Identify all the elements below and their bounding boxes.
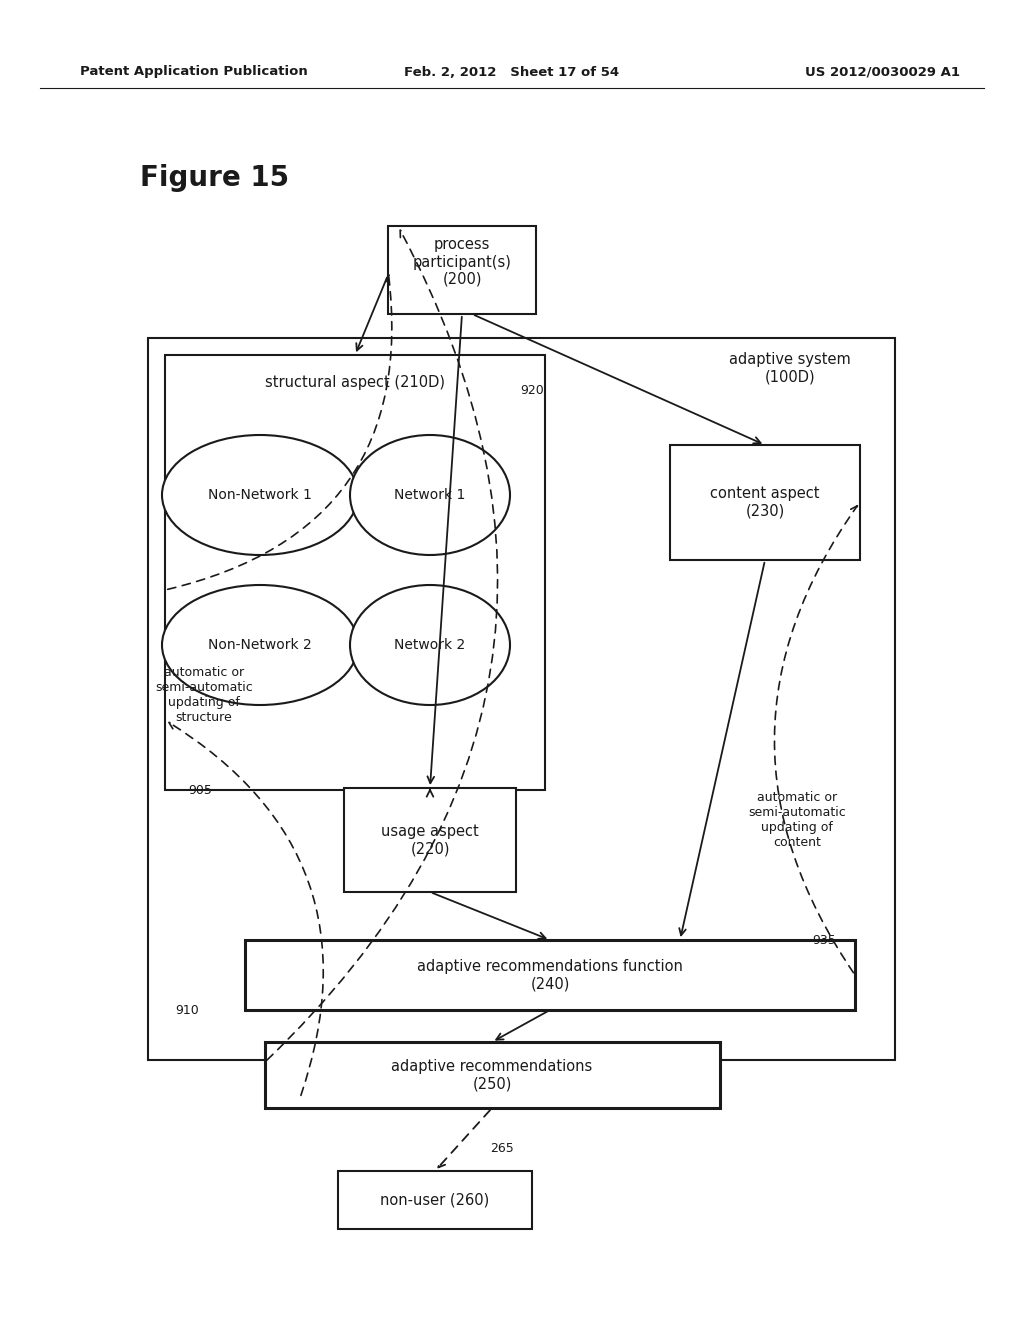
Ellipse shape <box>162 585 358 705</box>
Text: 265: 265 <box>490 1142 514 1155</box>
Text: Non-Network 2: Non-Network 2 <box>208 638 312 652</box>
Bar <box>165 355 545 789</box>
Text: Feb. 2, 2012   Sheet 17 of 54: Feb. 2, 2012 Sheet 17 of 54 <box>404 66 620 78</box>
Text: Figure 15: Figure 15 <box>140 164 289 191</box>
Bar <box>265 1041 720 1107</box>
Text: 905: 905 <box>188 784 212 796</box>
Bar <box>670 445 860 560</box>
Bar <box>344 788 516 892</box>
Bar <box>245 940 855 1010</box>
Text: Patent Application Publication: Patent Application Publication <box>80 66 308 78</box>
Text: 935: 935 <box>812 933 836 946</box>
Text: content aspect
(230): content aspect (230) <box>711 486 820 519</box>
Text: Non-Network 1: Non-Network 1 <box>208 488 312 502</box>
Bar <box>388 226 536 314</box>
Ellipse shape <box>162 436 358 554</box>
Text: structural aspect (210D): structural aspect (210D) <box>265 375 445 389</box>
Text: automatic or
semi-automatic
updating of
content: automatic or semi-automatic updating of … <box>748 791 846 849</box>
Text: non-user (260): non-user (260) <box>380 1192 489 1208</box>
Bar <box>148 338 895 1060</box>
Ellipse shape <box>350 585 510 705</box>
Text: US 2012/0030029 A1: US 2012/0030029 A1 <box>805 66 961 78</box>
Text: process
participant(s)
(200): process participant(s) (200) <box>413 238 511 286</box>
Text: Network 2: Network 2 <box>394 638 466 652</box>
Text: adaptive recommendations function
(240): adaptive recommendations function (240) <box>417 958 683 991</box>
Text: Network 1: Network 1 <box>394 488 466 502</box>
Ellipse shape <box>350 436 510 554</box>
Text: automatic or
semi-automatic
updating of
structure: automatic or semi-automatic updating of … <box>155 667 253 723</box>
Text: adaptive recommendations
(250): adaptive recommendations (250) <box>391 1059 593 1092</box>
Text: 920: 920 <box>520 384 544 396</box>
Text: adaptive system
(100D): adaptive system (100D) <box>729 352 851 384</box>
Bar <box>338 1171 532 1229</box>
Text: usage aspect
(220): usage aspect (220) <box>381 824 479 857</box>
Text: 910: 910 <box>175 1003 199 1016</box>
